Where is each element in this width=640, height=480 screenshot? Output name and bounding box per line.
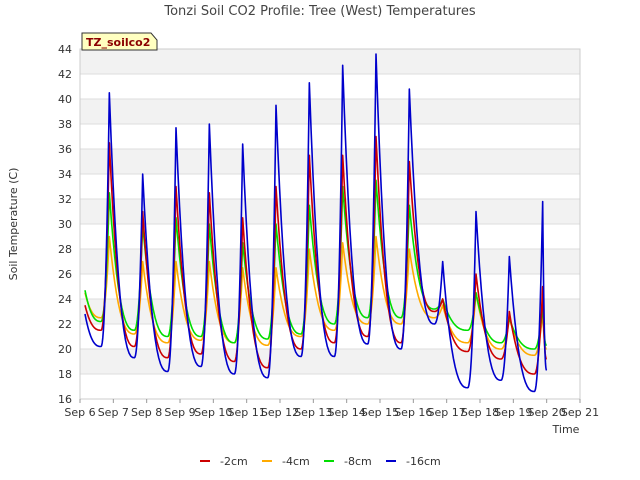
y-axis-ticks: 16 18 20 22 24 26 28 30 32 34 36 38 40 42 44: [58, 43, 72, 406]
grid-band: [80, 99, 580, 124]
x-tick-label: Sep 6: [64, 406, 95, 419]
grid-band: [80, 299, 580, 324]
x-tick-label: Sep 18: [461, 406, 499, 419]
y-tick-label: 36: [58, 143, 72, 156]
y-tick-label: 38: [58, 118, 72, 131]
y-tick-label: 22: [58, 318, 72, 331]
x-tick-label: Sep 8: [131, 406, 162, 419]
annotation-badge-box: [81, 32, 158, 51]
x-tick-label: Sep 19: [494, 406, 532, 419]
grid-band: [80, 199, 580, 224]
annotation-badge: TZ_soilco2: [81, 32, 158, 51]
y-tick-label: 32: [58, 193, 72, 206]
y-tick-label: 20: [58, 343, 72, 356]
legend-label: -4cm: [282, 455, 310, 468]
legend-label: -2cm: [220, 455, 248, 468]
series-line-neg16cm: [84, 53, 548, 393]
x-axis-label: Time: [552, 423, 580, 436]
y-tick-label: 24: [58, 293, 72, 306]
legend-label: -8cm: [344, 455, 372, 468]
x-tick-label: Sep 12: [261, 406, 299, 419]
annotation-badge-text: TZ_soilco2: [86, 36, 150, 49]
x-tick-label: Sep 7: [98, 406, 129, 419]
y-tick-label: 16: [58, 393, 72, 406]
x-tick-label: Sep 14: [328, 406, 366, 419]
grid-band: [80, 149, 580, 174]
y-tick-label: 18: [58, 368, 72, 381]
x-tick-label: Sep 9: [164, 406, 195, 419]
x-tick-label: Sep 20: [528, 406, 566, 419]
y-tick-label: 42: [58, 68, 72, 81]
x-tick-label: Sep 11: [228, 406, 266, 419]
y-tick-label: 26: [58, 268, 72, 281]
chart-title: Tonzi Soil CO2 Profile: Tree (West) Temp…: [163, 4, 476, 19]
plot-area: [79, 48, 581, 400]
plot-border: [79, 48, 581, 400]
grid-band: [80, 49, 580, 74]
x-tick-label: Sep 13: [294, 406, 332, 419]
grid-band: [80, 249, 580, 274]
series-layer: [84, 53, 548, 393]
y-tick-label: 28: [58, 243, 72, 256]
y-axis-label: Soil Temperature (C): [7, 168, 20, 281]
y-tick-label: 34: [58, 168, 72, 181]
x-tick-label: Sep 10: [194, 406, 232, 419]
y-tick-label: 40: [58, 93, 72, 106]
legend-label: -16cm: [406, 455, 441, 468]
grid-bands: [80, 49, 580, 374]
y-tick-label: 30: [58, 218, 72, 231]
x-tick-label: Sep 15: [361, 406, 399, 419]
x-tick-label: Sep 21: [561, 406, 599, 419]
y-tick-label: 44: [58, 43, 72, 56]
x-tick-label: Sep 17: [428, 406, 466, 419]
x-tick-label: Sep 16: [394, 406, 432, 419]
legend: -2cm -4cm -8cm -16cm: [200, 455, 441, 468]
